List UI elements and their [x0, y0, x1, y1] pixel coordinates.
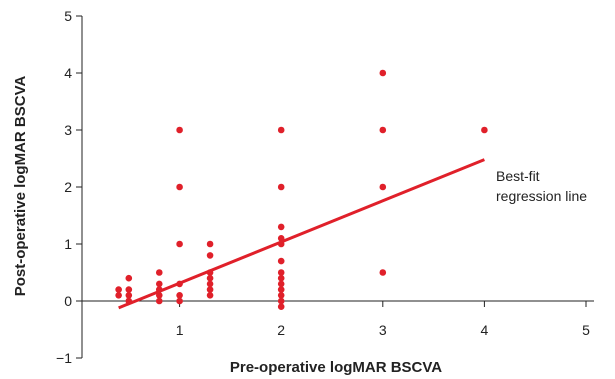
y-tick-label: 0 — [64, 293, 72, 309]
data-point — [125, 274, 133, 282]
data-point — [206, 240, 214, 248]
data-point — [206, 292, 214, 299]
data-point — [379, 269, 387, 276]
data-point — [481, 126, 488, 134]
data-point — [277, 274, 285, 282]
data-point — [379, 183, 387, 191]
data-point — [277, 257, 285, 265]
data-point — [155, 297, 163, 305]
y-tick-label: 2 — [64, 179, 72, 195]
y-axis-title: Post-operative logMAR BSCVA — [12, 76, 29, 297]
data-point — [206, 286, 214, 293]
data-point — [155, 269, 163, 276]
data-point — [115, 292, 122, 299]
data-point — [277, 297, 285, 305]
data-point — [277, 183, 285, 191]
data-point — [379, 126, 387, 134]
annotation-line-1: Best-fit — [496, 168, 540, 184]
data-point — [206, 280, 214, 288]
data-point — [206, 274, 214, 282]
annotation-line-2: regression line — [496, 188, 587, 204]
data-point — [125, 292, 133, 299]
regression-line — [118, 158, 485, 310]
data-point — [176, 297, 183, 305]
data-point — [277, 286, 285, 293]
data-point — [115, 286, 122, 293]
data-point — [125, 286, 133, 293]
y-tick-label: 3 — [64, 122, 72, 138]
x-tick-label: 3 — [379, 322, 387, 338]
x-tick-label: 4 — [481, 322, 489, 338]
data-point — [277, 126, 285, 134]
data-point — [277, 280, 285, 288]
data-point — [277, 223, 285, 231]
data-point — [277, 303, 285, 311]
data-point — [176, 126, 183, 134]
y-tick-label: 1 — [64, 236, 72, 252]
y-tick-label: 5 — [64, 8, 72, 24]
data-point — [206, 252, 214, 259]
data-point — [277, 269, 285, 276]
y-tick-label: −1 — [56, 350, 72, 366]
data-point — [176, 183, 183, 191]
data-point — [176, 292, 183, 299]
y-tick-label: 4 — [64, 65, 72, 81]
x-tick-label: 2 — [277, 322, 285, 338]
data-point — [176, 240, 183, 248]
data-point — [155, 280, 163, 288]
data-point — [379, 69, 387, 77]
x-axis-title: Pre-operative logMAR BSCVA — [230, 359, 442, 376]
data-point — [277, 292, 285, 299]
x-tick-label: 1 — [176, 322, 184, 338]
x-tick-label: 5 — [582, 322, 590, 338]
